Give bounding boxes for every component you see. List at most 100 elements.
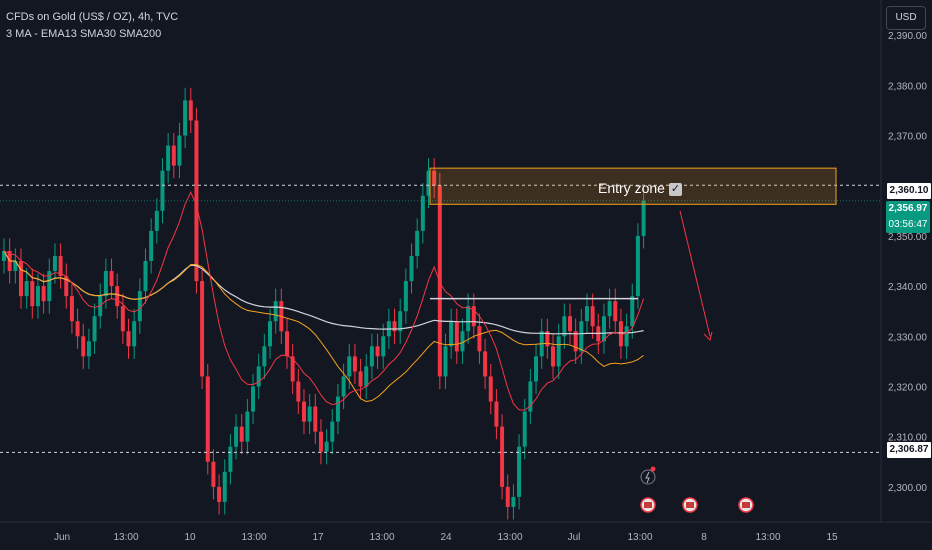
candle-body: [86, 341, 91, 357]
candle-body: [335, 396, 340, 422]
y-tick-label: 2,310.00: [888, 433, 927, 444]
x-tick-label: 13:00: [369, 532, 394, 543]
current-price-value: 2,356.97: [888, 203, 928, 214]
lightning-event-icon: [640, 469, 656, 485]
bar-countdown: 03:56:47: [888, 219, 928, 230]
y-tick-label: 2,380.00: [888, 81, 927, 92]
candle-body: [166, 145, 171, 171]
candle-body: [330, 421, 335, 442]
candle-body: [494, 401, 499, 427]
candle-body: [517, 446, 522, 497]
candle-body: [590, 306, 595, 327]
candle-body: [551, 346, 556, 367]
candle-body: [505, 486, 510, 507]
indicators-legend[interactable]: 3 MA - EMA13 SMA30 SMA200: [6, 28, 162, 40]
candle-body: [522, 411, 527, 447]
candle-body: [149, 230, 154, 261]
flag-stripes-icon: [686, 502, 694, 508]
candle-body: [200, 281, 205, 377]
event-dot-icon: [650, 466, 656, 472]
candle-body: [160, 170, 165, 211]
candle-body: [52, 255, 57, 272]
current-price-label: 2,356.97 03:56:47: [886, 201, 930, 233]
x-tick-label: 24: [440, 532, 452, 543]
candle-body: [381, 336, 386, 357]
flag-stripes-icon: [644, 502, 652, 508]
candle-body: [194, 120, 199, 282]
y-tick-label: 2,390.00: [888, 31, 927, 42]
candle-body: [630, 296, 635, 327]
candle-body: [483, 351, 488, 377]
candle-body: [347, 356, 352, 377]
candle-body: [13, 261, 18, 272]
candle-body: [562, 316, 567, 337]
candle-body: [120, 306, 125, 332]
ema13-line: [3, 191, 645, 411]
candle-body: [290, 356, 295, 382]
candle-body: [296, 381, 301, 402]
candle-body: [307, 406, 312, 422]
candle-body: [30, 281, 35, 307]
candle-body: [245, 411, 250, 442]
candle-body: [471, 306, 476, 327]
candle-body: [188, 100, 193, 121]
currency-button[interactable]: USD: [886, 6, 926, 30]
candle-body: [375, 346, 380, 357]
lightning-glyph-icon: [645, 471, 650, 484]
x-tick-label: 13:00: [241, 532, 266, 543]
candle-body: [477, 326, 482, 352]
y-tick-label: 2,330.00: [888, 332, 927, 343]
candle-body: [511, 496, 516, 507]
candle-body: [154, 210, 159, 231]
candle-body: [301, 401, 306, 422]
candle-body: [432, 170, 437, 186]
candle-body: [460, 331, 465, 352]
candle-body: [398, 311, 403, 332]
candle-body: [415, 230, 420, 256]
candle-body: [618, 321, 623, 347]
candle-body: [2, 250, 6, 261]
entry-zone-label: Entry zone ✓: [598, 180, 682, 196]
candle-body: [341, 376, 346, 397]
candle-body: [217, 486, 222, 502]
candle-body: [47, 271, 52, 302]
candle-body: [641, 200, 646, 236]
symbol-title: CFDs on Gold (US$ / OZ), 4h, TVC: [6, 11, 179, 23]
candle-body: [109, 271, 114, 287]
candle-body: [273, 301, 278, 322]
projection-arrow-icon: [679, 210, 711, 337]
candle-body: [624, 326, 629, 347]
candle-body: [24, 281, 29, 297]
x-tick-label: 8: [701, 532, 707, 543]
candle-body: [534, 356, 539, 382]
candle-body: [256, 366, 261, 387]
x-tick-label: 10: [184, 532, 196, 543]
candle-body: [635, 235, 640, 297]
candle-body: [183, 100, 188, 136]
x-tick-label: 13:00: [627, 532, 652, 543]
candle-body: [568, 316, 572, 332]
candle-body: [132, 321, 137, 347]
candle-body: [177, 135, 182, 166]
x-tick-label: Jul: [568, 532, 581, 543]
sma30-line: [3, 250, 644, 403]
candle-body: [228, 446, 233, 472]
candle-body: [35, 286, 40, 307]
candle-body: [545, 331, 550, 347]
candle-body: [137, 291, 142, 322]
entry-zone-box: [429, 167, 837, 205]
y-tick-label: 2,300.00: [888, 483, 927, 494]
candle-body: [239, 426, 244, 442]
flag-stripes-icon: [742, 502, 750, 508]
candle-body: [58, 255, 63, 277]
candle-body: [126, 331, 131, 347]
candle-body: [607, 301, 612, 317]
candle-body: [403, 281, 408, 312]
candle-body: [18, 261, 23, 297]
candle-body: [449, 321, 454, 347]
x-tick-label: 17: [312, 532, 324, 543]
x-tick-label: Jun: [54, 532, 70, 543]
candle-body: [64, 276, 69, 297]
y-tick-label: 2,320.00: [888, 382, 927, 393]
